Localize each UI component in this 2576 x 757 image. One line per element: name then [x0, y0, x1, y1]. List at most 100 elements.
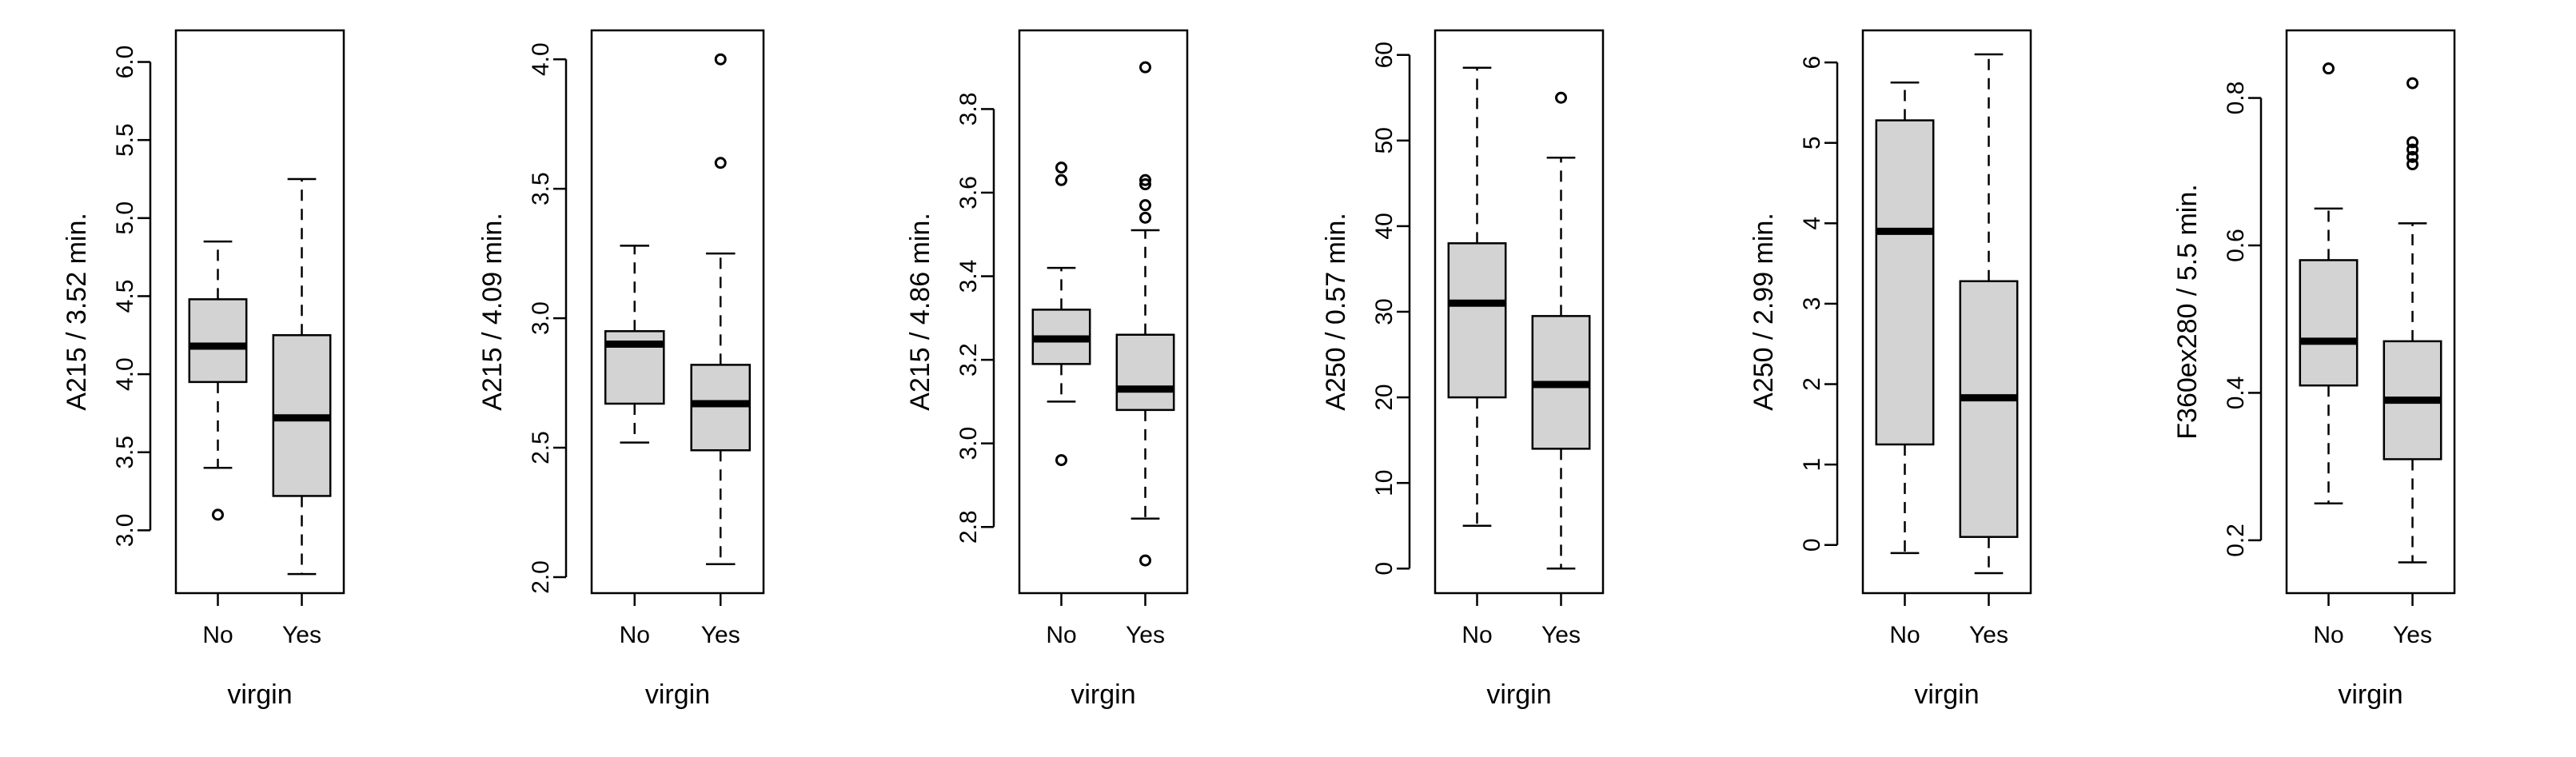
y-tick-label: 40 — [1371, 213, 1398, 239]
plot-frame — [1861, 29, 2032, 595]
box-no — [1875, 82, 1935, 555]
x-tick-label: Yes — [1126, 622, 1165, 648]
iqr-box — [1115, 333, 1175, 412]
outlier-point — [1555, 91, 1567, 104]
box-no — [1031, 161, 1091, 467]
x-tick-label: Yes — [701, 622, 740, 648]
y-tick-label: 3.8 — [955, 93, 982, 126]
outlier-point — [1055, 173, 1067, 186]
y-tick-label: 4.5 — [112, 280, 138, 313]
outlier-point — [714, 53, 727, 66]
box-no — [604, 245, 665, 444]
y-tick-label: 4.0 — [528, 42, 554, 76]
box-yes — [690, 53, 752, 566]
chart-panel-6: 0.2 0.4 0.6 0.8 F360ex280 / 5.5 min. No Yes vir… — [2172, 29, 2456, 710]
outlier-point — [2323, 62, 2335, 75]
iqr-box — [188, 298, 248, 384]
x-tick-label: No — [1889, 622, 1920, 648]
box-yes — [2383, 77, 2442, 564]
y-axis-label: A215 / 4.09 min. — [477, 213, 508, 411]
x-axis-label: virgin — [227, 679, 292, 710]
y-tick-label: 4.0 — [112, 357, 138, 391]
y-tick-label: 3 — [1799, 297, 1825, 311]
y-tick-label: 0.2 — [2223, 524, 2249, 557]
box-no — [2299, 62, 2359, 505]
y-tick-label: 4 — [1799, 217, 1825, 230]
y-tick-label: 3.5 — [528, 172, 554, 205]
y-tick-label: 0.8 — [2223, 82, 2249, 115]
y-tick-label: 2.5 — [528, 431, 554, 464]
y-axis-label: A215 / 3.52 min. — [62, 213, 92, 411]
y-axis-label: A250 / 2.99 min. — [1749, 213, 1779, 411]
y-axis-label: A215 / 4.86 min. — [905, 213, 935, 411]
box-yes — [1531, 91, 1591, 570]
iqr-box — [1959, 280, 2019, 538]
x-axis-label: virgin — [2338, 679, 2403, 710]
plot-frame — [2285, 29, 2456, 595]
y-tick-label: 60 — [1371, 42, 1398, 68]
y-tick-label: 1 — [1799, 458, 1825, 472]
y-tick-label: 6.0 — [112, 46, 138, 79]
x-tick-label: Yes — [282, 622, 321, 648]
iqr-box — [690, 364, 752, 452]
outlier-point — [1055, 454, 1067, 467]
y-tick-label: 0.6 — [2223, 229, 2249, 262]
chart-panel-3: 2.8 3.0 3.2 3.4 3.6 3.8 A215 / 4.86 min. No Yes v… — [905, 29, 1189, 710]
y-tick-label: 2.8 — [955, 510, 982, 544]
x-axis-label: virgin — [1914, 679, 1979, 710]
y-tick-label: 0.4 — [2223, 377, 2249, 410]
iqr-box — [1875, 119, 1935, 446]
x-axis-label: virgin — [1486, 679, 1551, 710]
y-tick-label: 0 — [1371, 562, 1398, 576]
y-tick-label: 3.6 — [955, 176, 982, 209]
y-axis-label: A250 / 0.57 min. — [1321, 213, 1351, 411]
x-tick-label: No — [2313, 622, 2343, 648]
y-tick-label: 2 — [1799, 377, 1825, 391]
box-no — [1447, 66, 1507, 527]
plot-frame — [1434, 29, 1605, 595]
chart-panel-5: 0 1 2 3 4 5 6 A250 / 2.99 min. No Yes virgin — [1749, 29, 2032, 710]
outlier-point — [1139, 199, 1151, 212]
box-yes — [1959, 53, 2019, 575]
y-tick-label: 30 — [1371, 298, 1398, 325]
box-yes — [272, 177, 332, 576]
x-tick-label: Yes — [1541, 622, 1581, 648]
plot-frame — [1018, 29, 1189, 595]
outlier-point — [2407, 77, 2418, 90]
x-axis-label: virgin — [1071, 679, 1135, 710]
y-tick-label: 3.0 — [112, 514, 138, 548]
y-axis-label: F360ex280 / 5.5 min. — [2172, 184, 2203, 439]
y-tick-label: 3.4 — [955, 260, 982, 293]
outlier-point — [2407, 136, 2418, 149]
y-tick-label: 20 — [1371, 384, 1398, 410]
outlier-point — [1139, 211, 1151, 224]
outlier-point — [2407, 150, 2418, 163]
x-axis-label: virgin — [645, 679, 710, 710]
outlier-point — [2407, 143, 2418, 156]
iqr-box — [1447, 242, 1507, 399]
chart-panel-1: 3.0 3.5 4.0 4.5 5.0 5.5 6.0 A215 / 3.52 min. No Y… — [62, 29, 345, 710]
y-tick-label: 5.5 — [112, 123, 138, 157]
y-tick-label: 6 — [1799, 56, 1825, 70]
x-tick-label: No — [620, 622, 650, 648]
outlier-point — [1139, 178, 1151, 191]
chart-panel-2: 2.0 2.5 3.0 3.5 4.0 A215 / 4.09 min. No Yes virg… — [477, 29, 765, 710]
y-tick-label: 0 — [1799, 538, 1825, 552]
outlier-point — [2407, 158, 2418, 171]
x-tick-label: Yes — [1969, 622, 2008, 648]
y-tick-label: 3.5 — [112, 436, 138, 469]
y-tick-label: 5 — [1799, 136, 1825, 149]
chart-panel-4: 0 10 20 30 40 50 60 A250 / 0.57 min. No Yes virgin — [1321, 29, 1605, 710]
x-tick-label: No — [1046, 622, 1076, 648]
outlier-point — [1139, 173, 1151, 186]
y-tick-label: 3.2 — [955, 343, 982, 377]
outlier-point — [714, 157, 727, 169]
plot-frame — [590, 29, 765, 595]
iqr-box — [2299, 259, 2359, 387]
x-tick-label: Yes — [2393, 622, 2432, 648]
outlier-point — [212, 508, 224, 521]
y-tick-label: 5.0 — [112, 201, 138, 235]
y-tick-label: 50 — [1371, 127, 1398, 153]
